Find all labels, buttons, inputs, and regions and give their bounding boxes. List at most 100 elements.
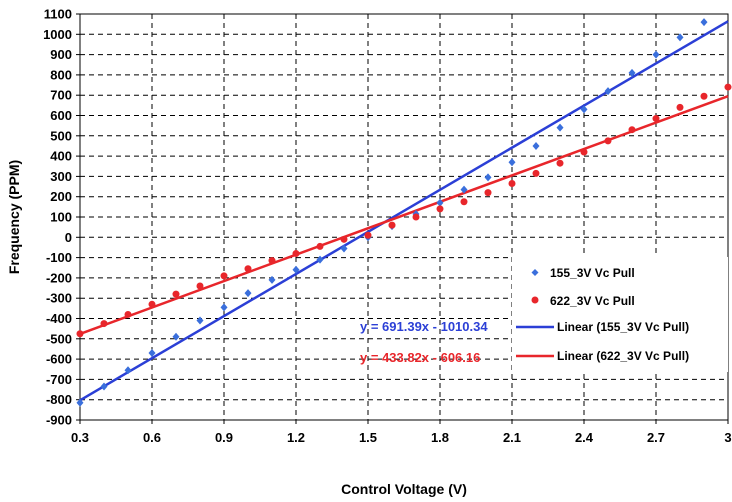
data-point-622 xyxy=(244,265,252,273)
data-point-622 xyxy=(196,282,204,290)
data-point-155 xyxy=(700,18,708,27)
data-point-622 xyxy=(628,126,636,134)
x-axis-title: Control Voltage (V) xyxy=(341,481,467,497)
trendline-equation-155: y = 691.39x - 1010.34 xyxy=(360,319,488,334)
y-tick-label: -600 xyxy=(46,352,72,367)
x-tick-label: 1.2 xyxy=(287,430,305,445)
data-point-622 xyxy=(556,159,564,167)
trendline-0 xyxy=(79,20,729,402)
data-point-155 xyxy=(484,173,492,182)
data-point-622 xyxy=(220,272,228,280)
trendlines xyxy=(79,20,729,402)
data-point-622 xyxy=(268,257,276,265)
data-point-622 xyxy=(676,103,684,111)
data-point-622 xyxy=(580,148,588,156)
y-tick-label: 200 xyxy=(50,189,72,204)
data-point-155 xyxy=(196,316,204,325)
legend-label-linear-622: Linear (622_3V Vc Pull) xyxy=(557,349,689,363)
legend-label-622: 622_3V Vc Pull xyxy=(550,294,635,308)
y-tick-label: 400 xyxy=(50,149,72,164)
data-point-155 xyxy=(340,244,348,253)
legend-marker-155 xyxy=(531,269,539,276)
data-point-622 xyxy=(532,169,540,177)
y-tick-label: 500 xyxy=(50,128,72,143)
data-point-622 xyxy=(292,250,300,258)
x-tick-label: 0.9 xyxy=(215,430,233,445)
data-point-622 xyxy=(364,231,372,239)
data-point-155 xyxy=(628,68,636,77)
x-tick-label: 1.5 xyxy=(359,430,377,445)
y-tick-label: -300 xyxy=(46,291,72,306)
data-point-622 xyxy=(700,92,708,100)
data-point-155 xyxy=(676,33,684,42)
data-point-622 xyxy=(340,235,348,243)
y-tick-label: 600 xyxy=(50,108,72,123)
data-point-622 xyxy=(460,198,468,206)
trendline-1 xyxy=(79,94,729,336)
data-point-155 xyxy=(220,303,228,312)
data-point-155 xyxy=(100,382,108,391)
data-point-622 xyxy=(316,242,324,250)
legend-label-155: 155_3V Vc Pull xyxy=(550,266,635,280)
data-point-155 xyxy=(124,366,132,375)
x-tick-label: 0.3 xyxy=(71,430,89,445)
y-tick-label: 900 xyxy=(50,47,72,62)
y-tick-label: -100 xyxy=(46,250,72,265)
legend-marker-622 xyxy=(531,296,539,304)
data-point-622 xyxy=(508,180,516,188)
data-point-155 xyxy=(76,398,84,407)
data-point-622 xyxy=(484,189,492,197)
data-point-155 xyxy=(292,265,300,274)
trendline-equation-622: y = 433.82x - 606.16 xyxy=(360,350,480,365)
legend-label-linear-155: Linear (155_3V Vc Pull) xyxy=(557,320,689,334)
data-point-155 xyxy=(652,50,660,59)
data-point-155 xyxy=(148,349,156,358)
data-point-622 xyxy=(724,83,732,91)
data-point-155 xyxy=(172,332,180,341)
y-tick-label: -900 xyxy=(46,413,72,428)
y-tick-label: 0 xyxy=(65,230,72,245)
x-tick-label: 2.4 xyxy=(575,430,594,445)
data-point-622 xyxy=(172,290,180,298)
y-tick-label: -200 xyxy=(46,270,72,285)
data-point-155 xyxy=(532,141,540,150)
data-point-155 xyxy=(580,105,588,114)
data-point-622 xyxy=(604,137,612,145)
data-point-622 xyxy=(76,330,84,338)
y-tick-label: 300 xyxy=(50,169,72,184)
y-tick-label: 1000 xyxy=(43,27,72,42)
x-tick-label: 1.8 xyxy=(431,430,449,445)
data-point-622 xyxy=(124,310,132,318)
data-point-155 xyxy=(268,275,276,284)
x-tick-label: 2.1 xyxy=(503,430,521,445)
data-point-155 xyxy=(604,87,612,96)
data-point-622 xyxy=(436,205,444,213)
y-tick-label: -800 xyxy=(46,392,72,407)
legend: 155_3V Vc Pull 622_3V Vc Pull Linear (15… xyxy=(512,257,728,372)
data-point-155 xyxy=(508,158,516,167)
y-tick-label: 700 xyxy=(50,88,72,103)
data-point-622 xyxy=(412,213,420,221)
y-axis-title: Frequency (PPM) xyxy=(6,160,22,274)
data-point-155 xyxy=(316,255,324,264)
y-tick-label: 800 xyxy=(50,67,72,82)
y-tick-label: 1100 xyxy=(44,7,72,22)
y-tick-label: -400 xyxy=(46,311,72,326)
legend-box xyxy=(512,257,728,372)
y-tick-label: 100 xyxy=(50,210,72,225)
data-point-622 xyxy=(388,221,396,229)
y-tick-label: -500 xyxy=(46,331,72,346)
x-tick-label: 3 xyxy=(724,430,731,445)
data-points xyxy=(76,18,732,407)
data-point-622 xyxy=(652,115,660,123)
data-point-622 xyxy=(100,320,108,328)
data-point-155 xyxy=(556,123,564,132)
x-tick-label: 0.6 xyxy=(143,430,161,445)
x-axis-ticks: 0.3 0.6 0.9 1.2 1.5 1.8 2.1 2.4 2.7 3 xyxy=(71,420,732,445)
data-point-622 xyxy=(148,300,156,308)
x-tick-label: 2.7 xyxy=(647,430,665,445)
data-point-155 xyxy=(244,289,252,298)
y-axis-ticks: -900 -800 -700 -600 -500 -400 -300 -200 -100 0 100… xyxy=(43,7,80,428)
data-point-155 xyxy=(436,198,444,207)
